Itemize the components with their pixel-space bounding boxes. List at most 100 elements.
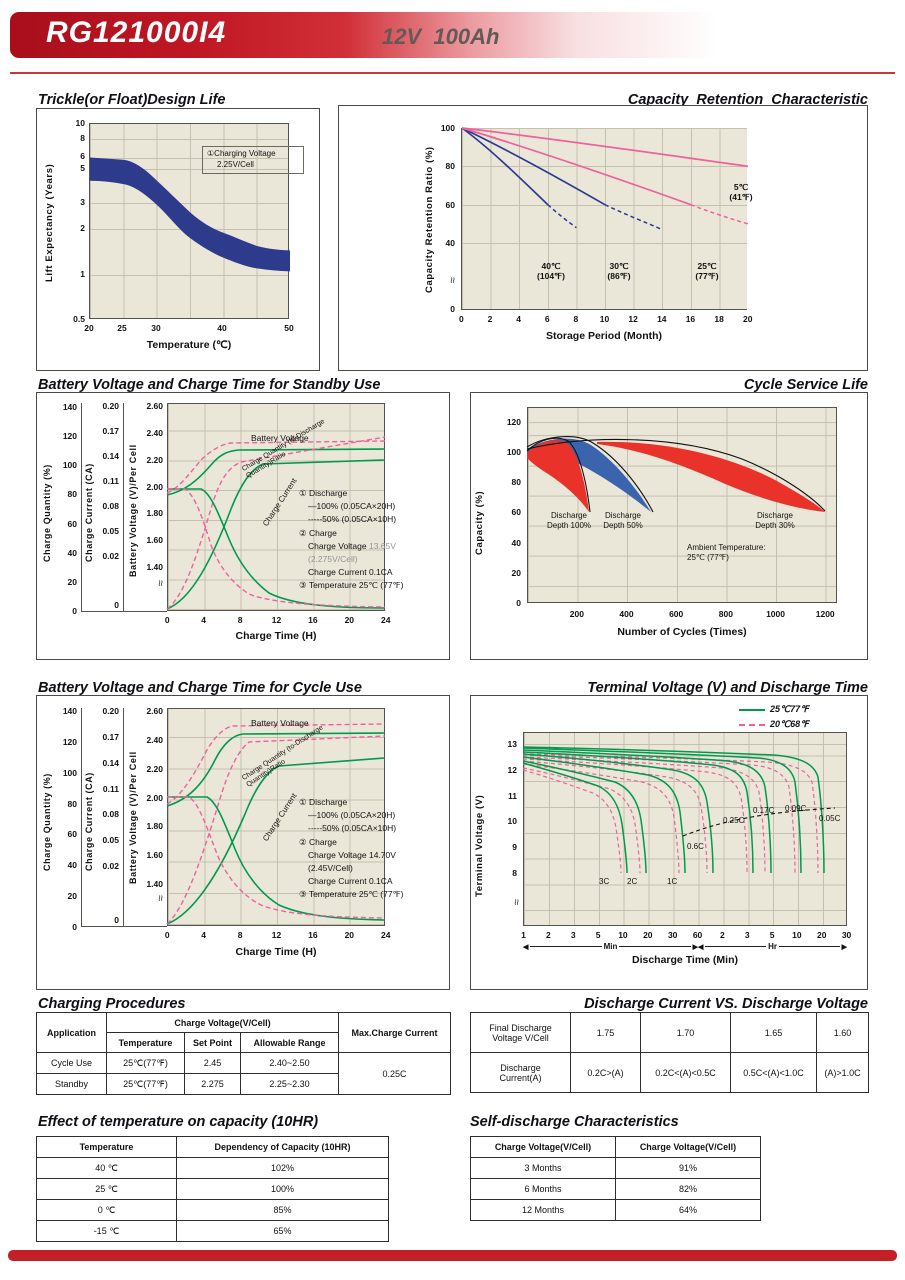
tick-label: 100: [62, 767, 77, 778]
cell-period: 6 Months: [470, 1178, 616, 1200]
tick-label: 100: [440, 123, 455, 134]
tick-label: 120: [62, 430, 77, 441]
tick-label: 0.08: [102, 501, 119, 511]
charge-quantity-ticks: 140 120 100 80 60 40 20 0: [51, 392, 77, 626]
table-row: Standby 25℃(77℉) 2.275 2.25~2.30: [36, 1073, 451, 1095]
tick-label: 1: [521, 930, 526, 940]
x-axis-label: Storage Period (Month): [545, 330, 663, 342]
note-line: -----50% (0.05CA×10H): [308, 514, 397, 525]
series-label-depth-30: Discharge Depth 30%: [755, 511, 795, 530]
curve-025c-20c-dashed: [522, 758, 748, 874]
note-line: -----50% (0.05CA×10H): [308, 823, 397, 834]
tick-label: 60: [692, 930, 703, 940]
title-cycle-charge: Battery Voltage and Charge Time for Cycl…: [38, 680, 362, 696]
cell-max-charge-current: 0.25C: [338, 1052, 452, 1095]
y-zero-tick: 0: [450, 304, 455, 314]
tick-label: 2: [545, 930, 551, 940]
axis-break-icon: ≈: [510, 898, 523, 906]
battery-voltage-ticks: 2.60 2.40 2.20 2.00 1.80 1.60 1.40: [133, 393, 163, 580]
x-axis-label: Charge Time (H): [235, 946, 317, 958]
curve-40c-solid: [461, 127, 549, 206]
tick-label: 0.20: [102, 401, 119, 411]
curve-5c-solid: [461, 127, 749, 168]
tick-label: 1.60: [146, 534, 163, 545]
tick-label: 4: [201, 615, 206, 625]
tick-label: 8: [573, 314, 579, 324]
cell-temperature: 40 ℃: [36, 1157, 177, 1179]
tick-label: 8: [237, 615, 243, 625]
curve-025c-25c: [522, 751, 754, 874]
y-axis-label: Terminal Voltage (V): [474, 794, 485, 898]
x-tick-labels: 0 4 8 12 16 20 24: [149, 615, 404, 625]
note-line: ① Discharge: [299, 797, 348, 807]
y-tick: 5: [80, 163, 85, 173]
x-axis-extension: [81, 926, 167, 927]
header-max-charge-current: Max.Charge Current: [338, 1012, 452, 1053]
tick-label: 60: [511, 507, 521, 518]
tick-label: 80: [67, 489, 77, 500]
legend-solid-line-icon: [739, 708, 765, 711]
annotation-line: ①Charging Voltage: [207, 149, 276, 158]
plot-area: ①Charging Voltage 2.25V/Cell: [89, 123, 304, 319]
tick-label: 80: [511, 477, 521, 488]
plot-area: [167, 708, 385, 926]
rate-label: 2C: [627, 877, 638, 886]
legend-item-25c: 25℃77℉: [739, 704, 809, 715]
grid-line: [462, 243, 747, 244]
self-discharge-table: Charge Voltage(V/Cell) Charge Voltage(V/…: [470, 1136, 761, 1221]
curve-06c-25c: [522, 753, 714, 874]
note-line: ② Charge: [299, 836, 337, 847]
x-tick-labels-hr: 2 3 5 10 20 30: [710, 930, 859, 940]
series-label-40c: 40℃ (104℉): [537, 261, 565, 282]
tick-label: 5: [769, 930, 775, 940]
tick-label: 20: [511, 567, 521, 578]
axis-section-min: ◀ Min ▶: [523, 942, 698, 951]
tick-label: 2.20: [146, 454, 163, 465]
legend-item-20c: 20℃68℉: [739, 719, 809, 730]
tick-label: 100: [506, 447, 521, 458]
outline-depth-100: [526, 437, 591, 513]
discharge-current-voltage-table: Final Discharge Voltage V/Cell 1.75 1.70…: [470, 1012, 869, 1093]
tick-label: 600: [669, 609, 684, 619]
arrow-left-icon: ◀: [523, 943, 529, 951]
tick-label: 2.60: [146, 401, 163, 412]
tick-label: 40: [511, 537, 521, 548]
annotation-line: 2.25V/Cell: [217, 159, 254, 169]
header-temperature: Temperature: [36, 1136, 177, 1158]
x-axis-label: Number of Cycles (Times): [617, 626, 747, 638]
charge-quantity-axis: [81, 708, 82, 927]
header-charge-voltage: Charge Voltage(V/Cell): [105, 1012, 340, 1033]
y-tick-labels: 120 100 80 60 40 20 0: [495, 407, 521, 618]
x-axis-extension: [81, 611, 167, 612]
x-tick: 20: [84, 323, 94, 333]
tick-label: 10: [618, 930, 628, 940]
standby-charge-curves: [166, 436, 386, 610]
tick-label: 30: [841, 930, 852, 940]
tick-label: 120: [506, 417, 521, 428]
curve-06c-20c-dashed: [522, 760, 708, 874]
tick-label: 0.05: [102, 835, 119, 846]
curve-25c-dashed: [690, 204, 749, 225]
cell-percent: 82%: [615, 1178, 761, 1200]
tick-label: 1.40: [146, 878, 163, 889]
curve-017c-25c: [522, 749, 772, 874]
chart-cycle-charge: Charge Quantity (%) Charge Current (CA) …: [36, 695, 450, 990]
axis-break-icon: ≈: [154, 894, 167, 902]
tick-label: 20: [742, 314, 753, 324]
y-tick: 3: [80, 197, 85, 207]
title-capacity-retention: Capacity Retention Characteristic: [627, 92, 868, 108]
table-row: 0 ℃ 85%: [36, 1199, 389, 1221]
axis-break-icon: ≈: [446, 276, 459, 284]
tick-label: 1200: [815, 609, 835, 619]
note-line: ③ Temperature 25℃ (77℉): [299, 889, 404, 900]
table-row: 3 Months 91%: [470, 1157, 761, 1179]
rate-label: 0.17C: [753, 806, 775, 815]
charging-procedures-table: Application Charge Voltage(V/Cell) Max.C…: [36, 1012, 452, 1095]
y-tick: 2: [80, 223, 85, 233]
curve-40c-dashed: [547, 204, 577, 229]
tick-label: 10: [507, 816, 517, 827]
title-terminal-voltage: Terminal Voltage (V) and Discharge Time: [587, 680, 868, 696]
header-application: Application: [36, 1012, 107, 1053]
title-charging-procedures: Charging Procedures: [38, 996, 186, 1012]
tick-label: 3: [570, 930, 576, 940]
